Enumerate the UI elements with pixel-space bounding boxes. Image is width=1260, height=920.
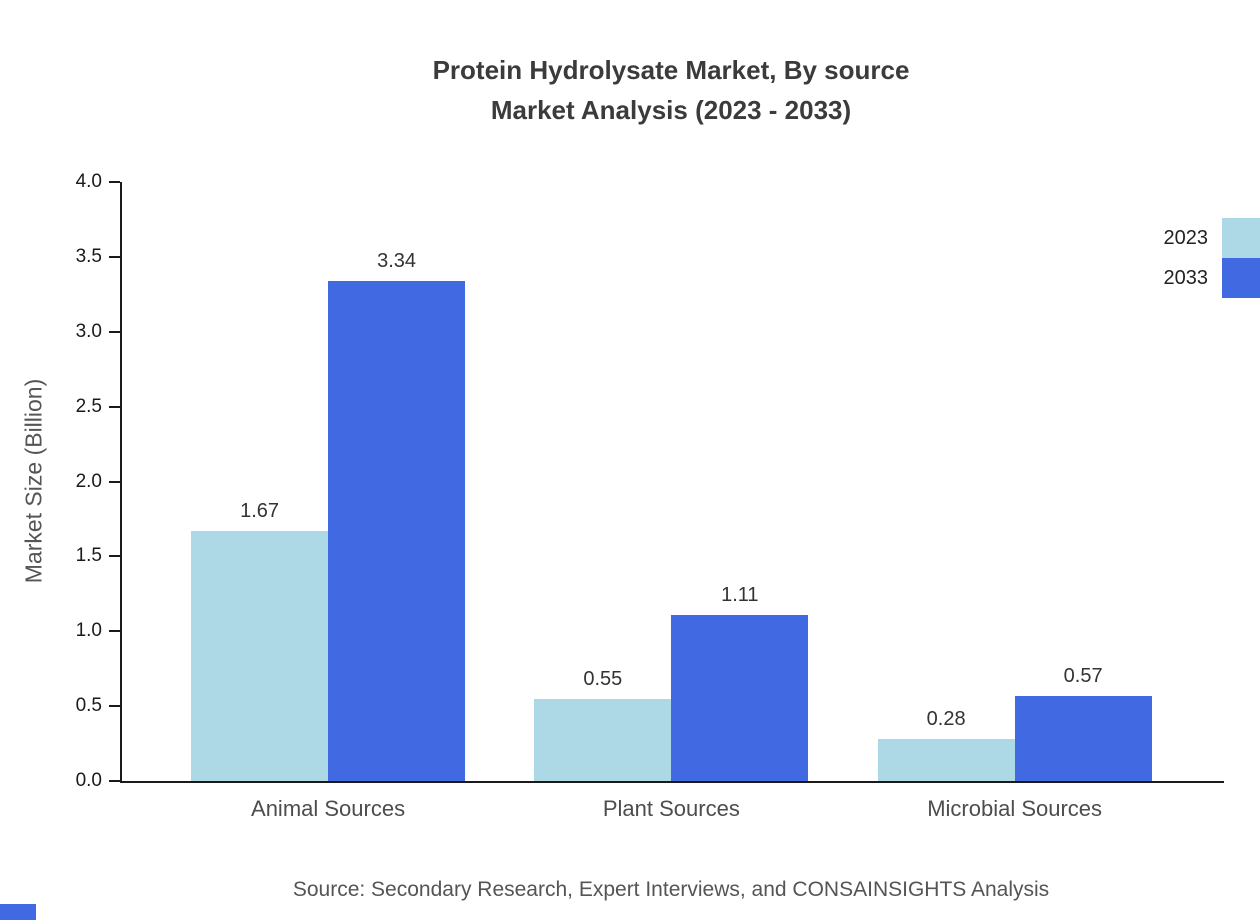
chart-title: Protein Hydrolysate Market, By source Ma… <box>120 50 1222 130</box>
y-tick-label: 4.0 <box>75 171 102 192</box>
y-tick-label: 0.5 <box>75 695 102 717</box>
y-tick-label: 3.5 <box>75 245 102 267</box>
category-label: Plant Sources <box>602 796 740 821</box>
value-label: 1.67 <box>240 499 280 522</box>
bar-2023 <box>191 530 329 781</box>
bar-2033 <box>671 614 809 781</box>
bar-2033 <box>328 280 466 781</box>
value-label: 0.28 <box>926 708 966 731</box>
bar-2033 <box>1014 695 1152 781</box>
legend-label-2033: 2033 <box>1163 266 1209 289</box>
category-label: Microbial Sources <box>927 796 1103 821</box>
y-tick-label: 2.5 <box>75 395 102 417</box>
y-tick-mark <box>109 405 120 408</box>
y-tick-mark <box>109 330 120 333</box>
footer: Source: Secondary Research, Expert Inter… <box>120 878 1222 902</box>
legend-item-2023: 2023 <box>1164 218 1260 258</box>
y-tick-mark <box>109 181 120 183</box>
legend-item-2033: 2033 <box>1164 258 1260 298</box>
category-label: Animal Sources <box>251 796 406 821</box>
chart-title-line1: Protein Hydrolysate Market, By source <box>432 55 910 85</box>
y-tick-mark <box>109 780 120 782</box>
value-label: 0.55 <box>583 667 623 690</box>
plot-area: 0.0 0.5 1.0 1.5 2.0 2.5 3.0 3.5 4.0 1.67 3.34 Anima… <box>76 171 1224 821</box>
legend-swatch-2033 <box>1222 258 1260 298</box>
value-label: 1.11 <box>721 583 759 606</box>
y-tick-label: 2.0 <box>75 470 102 492</box>
legend-swatch-2023 <box>1222 218 1260 258</box>
value-label: 3.34 <box>377 249 417 272</box>
y-tick-mark <box>109 480 120 483</box>
bar-2023 <box>877 739 1015 781</box>
y-tick-mark <box>109 705 120 708</box>
y-tick-mark <box>109 555 120 558</box>
chart-title-line2: Market Analysis (2023 - 2033) <box>490 95 852 125</box>
y-tick-label: 1.5 <box>75 545 102 567</box>
source-note: Source: Secondary Research, Expert Inter… <box>292 878 1050 901</box>
y-tick-label: 3.0 <box>75 320 102 342</box>
y-tick-label: 1.0 <box>75 620 102 642</box>
y-tick-label: 0.0 <box>75 770 102 791</box>
value-label: 0.57 <box>1063 664 1103 687</box>
y-tick-mark <box>109 630 120 633</box>
legend: 2023 2033 <box>1164 218 1260 298</box>
legend-label-2023: 2023 <box>1163 226 1209 249</box>
bar-2023 <box>534 698 672 781</box>
y-tick-mark <box>109 255 120 258</box>
footer-accent-bar <box>0 904 36 920</box>
